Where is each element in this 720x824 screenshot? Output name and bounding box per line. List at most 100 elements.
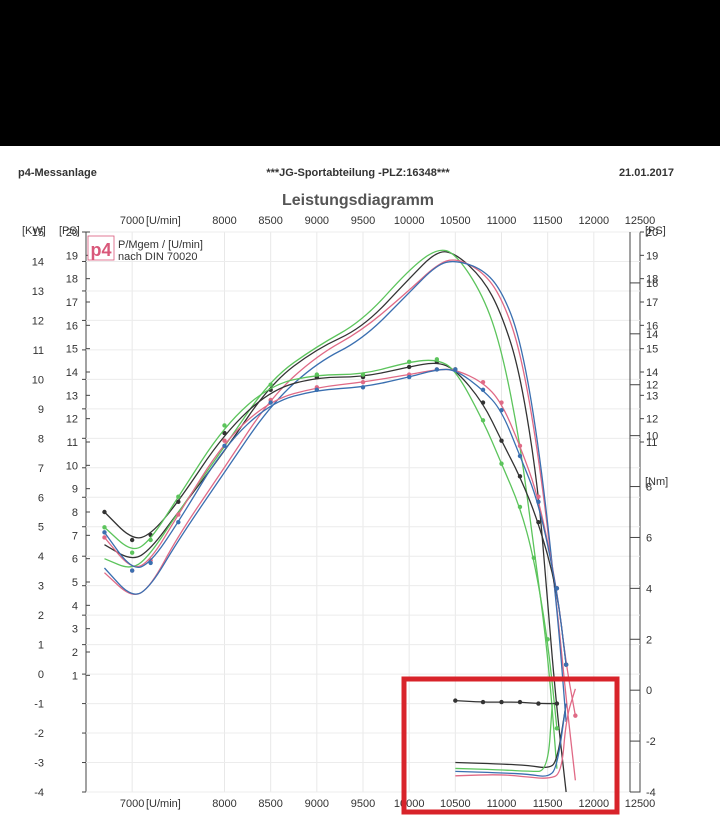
nm-axis-label: [Nm]: [645, 476, 668, 488]
kw-tick-label: 0: [38, 669, 44, 681]
ps-tick-label-right: 18: [646, 274, 658, 286]
p4-logo: p4: [87, 235, 115, 261]
x-tick-label-top: 11000: [487, 215, 517, 227]
x-tick-label-top: 9000: [305, 215, 329, 227]
x-tick-label-top: 10000: [394, 215, 425, 227]
x-tick-label-top: 9500: [351, 215, 375, 227]
x-tick-label-top: 12500: [625, 215, 656, 227]
kw-tick-label: 13: [32, 286, 44, 298]
kw-tick-label: -2: [34, 728, 44, 740]
series-line-green-nm: [104, 359, 558, 729]
series-marker-blue: [222, 443, 227, 449]
x-tick-label-bottom: 11500: [533, 798, 563, 810]
series-marker-black: [176, 499, 181, 505]
ps-tick-label-right: 14: [646, 367, 658, 379]
series-marker-pink: [176, 512, 181, 517]
series-marker-pink: [573, 713, 578, 718]
series-marker-pink: [360, 379, 366, 385]
series-marker-pink: [102, 535, 107, 540]
ps-tick-label-right: 16: [646, 320, 658, 332]
series-line-blue-nm: [103, 368, 567, 665]
ps-tick-label-left: 4: [72, 600, 78, 612]
x-tick-label-bottom: 12000: [579, 798, 610, 810]
nm-tick-label: 16: [646, 278, 658, 290]
ps-tick-label-left: 15: [66, 344, 78, 356]
x-tick-label-bottom: 9000: [305, 798, 329, 810]
nm-tick-label: 8: [646, 482, 652, 494]
series-marker-blue: [536, 499, 541, 505]
ps-tick-label-left: 6: [72, 554, 78, 566]
chart-title: Leistungsdiagramm: [282, 192, 434, 209]
ps-tick-label-right: 13: [646, 390, 658, 402]
series-marker-blue: [434, 367, 440, 372]
kw-tick-label: 15: [32, 227, 44, 239]
series-marker-blue: [499, 407, 504, 413]
series-line-blue-ps: [103, 260, 567, 723]
x-tick-label-bottom: 10000: [394, 798, 425, 810]
series-line-green-ps: [104, 249, 558, 769]
kw-tick-label: 11: [33, 345, 44, 357]
ps-tick-label-left: 8: [72, 507, 78, 519]
ps-tick-label-left: 16: [66, 320, 78, 332]
highlight-box: [401, 676, 620, 815]
kw-tick-label: -4: [34, 787, 44, 799]
nm-tick-label: 10: [646, 431, 658, 443]
ps-tick-label-left: 12: [66, 414, 78, 426]
kw-tick-label: 1: [38, 640, 44, 652]
ps-tick-label-left: 5: [72, 577, 78, 589]
ps-tick-label-right: 12: [646, 414, 658, 426]
series-marker-green: [176, 494, 181, 499]
series-marker-green: [499, 461, 504, 466]
series-marker-black: [102, 509, 107, 515]
kw-tick-label: 12: [32, 315, 44, 327]
chart-subtitle-line1: P/Mgem / [U/min]: [118, 239, 203, 251]
ps-tick-label-left: 17: [66, 297, 78, 309]
series-line-blue-kw: [455, 703, 567, 777]
logo-text: p4: [90, 240, 111, 260]
x-tick-label-bottom: 8000: [212, 798, 236, 810]
nm-tick-label: 2: [646, 634, 652, 646]
header-right: 21.01.2017: [619, 167, 674, 179]
series-marker-pink: [536, 494, 541, 499]
ps-axis-label-left: [PS]: [59, 225, 80, 237]
kw-tick-label: 2: [38, 610, 44, 622]
series-marker-blue: [314, 387, 320, 393]
series-marker-blue: [360, 385, 366, 390]
kw-tick-label: 7: [38, 463, 44, 475]
series-marker-black: [129, 537, 135, 543]
series-marker-green: [102, 525, 107, 530]
series-marker-green: [531, 555, 537, 561]
series-marker-blue: [480, 387, 486, 393]
kw-tick-label: 4: [38, 551, 44, 563]
series-marker-green: [222, 423, 227, 428]
x-tick-label-bottom: 12500: [625, 798, 656, 810]
x-axis-label-bottom: [U/min]: [146, 798, 181, 810]
series-marker-blue: [148, 560, 153, 566]
series-marker-blue: [554, 586, 560, 591]
series-marker-black: [453, 698, 458, 703]
nm-tick-label: 4: [646, 583, 652, 595]
x-tick-label-top: 8000: [212, 215, 236, 227]
nm-tick-label: 14: [646, 329, 658, 341]
ps-tick-label-left: 20: [66, 227, 78, 239]
series-marker-green: [517, 504, 523, 510]
series-marker-green: [129, 550, 135, 555]
series-marker-green: [554, 726, 560, 731]
series-marker-pink: [480, 379, 486, 385]
series-line-pink-kw: [455, 688, 576, 779]
x-tick-label-top: 12000: [579, 215, 610, 227]
series-marker-green: [268, 382, 273, 387]
ps-axis-label-right: [PS]: [645, 225, 666, 237]
x-tick-label-top: 8500: [258, 215, 282, 227]
ps-tick-label-right: 20: [646, 227, 658, 239]
header-left: p4-Messanlage: [18, 167, 97, 179]
series-marker-green: [434, 357, 440, 362]
ps-tick-label-right: 15: [646, 344, 658, 356]
series-marker-green: [314, 372, 320, 377]
paper-sheet: [0, 146, 720, 824]
x-tick-label-bottom: 11000: [487, 798, 517, 810]
series-line-black-kw: [455, 703, 567, 769]
x-tick-label-bottom: 8500: [258, 798, 282, 810]
chart-subtitle-line2: nach DIN 70020: [118, 251, 198, 263]
